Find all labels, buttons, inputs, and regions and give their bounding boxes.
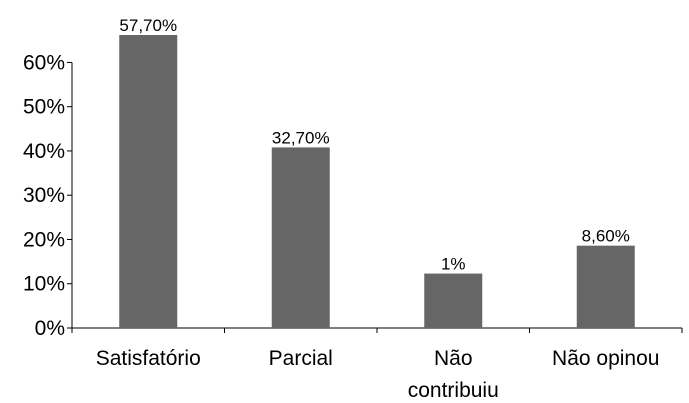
y-axis: 0% 10% 20% 30% 40% 50% 60% — [23, 51, 73, 340]
x-axis: Satisfatório Parcial Não contribuiu Não opin… — [71, 327, 683, 402]
bars — [119, 35, 635, 328]
bar-data-label: 8,60% — [582, 227, 630, 246]
y-tick-label: 30% — [23, 184, 65, 207]
x-category-label: Não contribuiu — [408, 347, 499, 402]
bar — [119, 35, 178, 328]
y-tick-label: 10% — [23, 273, 65, 296]
y-tick-label: 0% — [35, 317, 65, 340]
bar-data-label: 1% — [441, 255, 466, 274]
bar-data-label: 57,70% — [119, 16, 177, 35]
x-category-label: Parcial — [269, 347, 333, 370]
bar — [271, 147, 330, 328]
y-tick-label: 50% — [23, 96, 65, 119]
bar — [576, 245, 635, 328]
data-labels: 57,70% 32,70% 1% 8,60% — [119, 16, 629, 274]
y-tick-label: 60% — [23, 51, 65, 74]
x-category-label: Satisfatório — [96, 347, 201, 370]
bar — [424, 273, 483, 328]
y-tick-label: 20% — [23, 228, 65, 251]
bar-data-label: 32,70% — [272, 128, 330, 147]
y-tick-label: 40% — [23, 140, 65, 163]
x-category-label: Não opinou — [552, 347, 659, 370]
